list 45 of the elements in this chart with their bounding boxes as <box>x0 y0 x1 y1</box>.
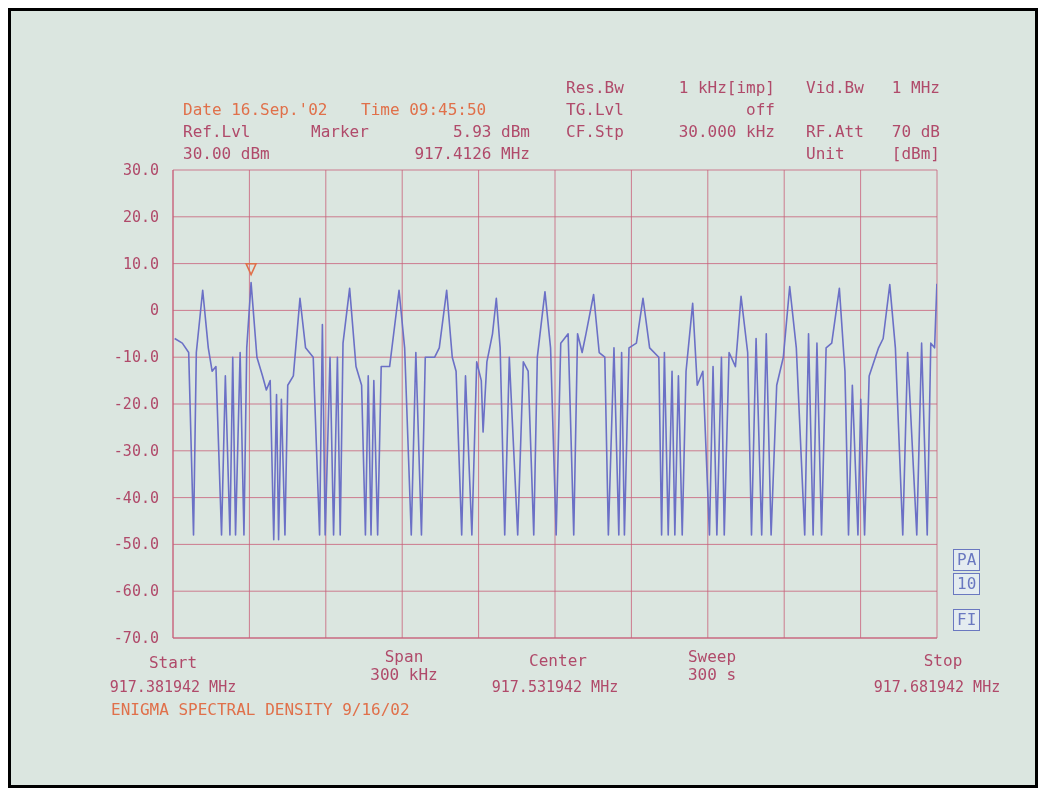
x-tick-label: 917.381942 MHz <box>109 678 237 696</box>
y-tick-label: -70.0 <box>113 629 159 647</box>
text: RF.Att <box>806 122 864 141</box>
text: 1 MHz <box>891 78 940 97</box>
text: Date 16.Sep.'02 <box>183 100 328 119</box>
y-tick-label: -40.0 <box>113 488 159 507</box>
text: Start <box>148 653 198 672</box>
y-tick-label: 20.0 <box>122 207 159 226</box>
text: 917.4126 MHz <box>414 144 530 163</box>
text: 10 <box>953 573 981 595</box>
text: Marker <box>311 122 369 141</box>
y-tick-label: -60.0 <box>113 582 159 601</box>
x-tick-label: 917.681942 MHz <box>873 678 1001 696</box>
text: Vid.Bw <box>806 78 864 97</box>
y-tick-label: 0 <box>149 301 159 320</box>
text: FI <box>953 609 981 631</box>
text: 300 kHz <box>370 665 438 684</box>
y-tick-label: -10.0 <box>113 348 159 367</box>
text: Center <box>529 651 587 670</box>
text: ENIGMA SPECTRAL DENSITY 9/16/02 <box>111 700 410 719</box>
text: CF.Stp <box>566 122 624 141</box>
y-tick-label: 30.0 <box>122 161 159 179</box>
y-tick-label: 10.0 <box>122 254 159 273</box>
text: off <box>746 100 775 119</box>
text: 30.00 dBm <box>183 144 270 163</box>
text: [dBm] <box>891 144 940 163</box>
y-tick-label: -50.0 <box>113 535 159 554</box>
text: Ref.Lvl <box>183 122 251 141</box>
line-series <box>173 281 937 541</box>
text: 5.93 dBm <box>452 122 530 141</box>
text: Unit <box>806 144 845 163</box>
text: Sweep <box>687 647 737 666</box>
text: Span <box>384 647 424 666</box>
y-tick-label: -20.0 <box>113 395 159 413</box>
text: PA <box>953 549 981 571</box>
y-tick-label: -30.0 <box>113 441 159 460</box>
text: 70 dB <box>891 122 940 141</box>
text: TG.Lvl <box>566 100 624 119</box>
text: 1 kHz[imp] <box>678 78 775 97</box>
text: 30.000 kHz <box>678 122 775 141</box>
text: Time 09:45:50 <box>361 100 487 119</box>
text: 300 s <box>687 665 737 684</box>
text: Res.Bw <box>566 78 624 97</box>
text: Stop <box>923 651 963 670</box>
x-tick-label: 917.531942 MHz <box>491 678 619 696</box>
